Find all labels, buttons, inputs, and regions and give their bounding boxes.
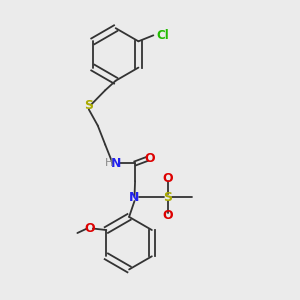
Text: O: O [163, 209, 173, 223]
Text: O: O [163, 172, 173, 185]
Text: Cl: Cl [156, 29, 169, 42]
Text: O: O [85, 222, 95, 235]
Text: N: N [111, 157, 122, 170]
Text: H: H [105, 158, 113, 168]
Text: S: S [84, 99, 93, 112]
Text: O: O [145, 152, 155, 166]
Text: N: N [129, 191, 140, 204]
Text: S: S [164, 191, 172, 204]
